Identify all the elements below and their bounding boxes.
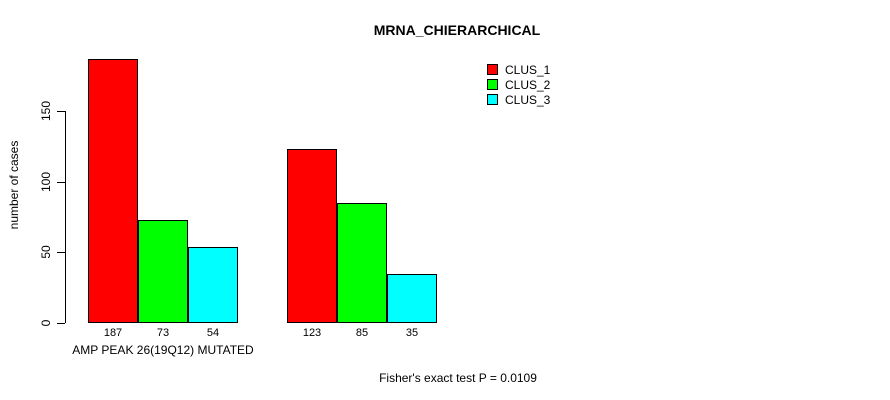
bar-clus_2-group2	[337, 202, 387, 323]
legend-swatch-clus_2	[487, 79, 498, 90]
annotation-fishers-test: Fisher's exact test P = 0.0109	[379, 371, 537, 385]
bar-clus_3-group2	[387, 273, 437, 323]
chart-title: MRNA_CHIERARCHICAL	[373, 22, 541, 38]
bar-value-label: 54	[206, 327, 220, 339]
bar-value-label: 187	[103, 327, 123, 339]
legend-label: CLUS_2	[505, 77, 551, 92]
y-tick-label: 100	[39, 171, 53, 192]
legend-swatch-clus_1	[487, 64, 498, 75]
y-tick	[57, 252, 65, 254]
legend: CLUS_1 CLUS_2 CLUS_3	[487, 62, 550, 107]
bar-clus_3-group1	[188, 246, 238, 323]
legend-label: CLUS_3	[505, 92, 551, 107]
bar-value-label: 123	[302, 327, 322, 339]
y-tick	[57, 181, 65, 183]
y-tick	[57, 111, 65, 112]
legend-swatch-clus_3	[487, 94, 498, 105]
y-axis-title: number of cases	[7, 140, 21, 230]
legend-label: CLUS_1	[505, 62, 551, 77]
legend-item-clus_2: CLUS_2	[487, 77, 550, 92]
bar-clus_1-group1	[88, 58, 138, 323]
y-axis-line	[65, 111, 66, 323]
bar-value-label: 35	[405, 327, 419, 339]
legend-item-clus_1: CLUS_1	[487, 62, 550, 77]
group-label-1: AMP PEAK 26(19Q12) MUTATED	[72, 343, 254, 357]
bar-clus_1-group2	[287, 149, 337, 323]
bar-value-label: 73	[156, 327, 170, 339]
y-tick-label: 150	[39, 100, 53, 122]
bar-clus_2-group1	[138, 219, 188, 323]
legend-item-clus_3: CLUS_3	[487, 92, 550, 107]
bar-value-label: 85	[355, 327, 369, 339]
y-tick-label: 0	[39, 319, 53, 327]
y-tick	[57, 323, 65, 324]
y-tick-label: 50	[39, 245, 53, 260]
